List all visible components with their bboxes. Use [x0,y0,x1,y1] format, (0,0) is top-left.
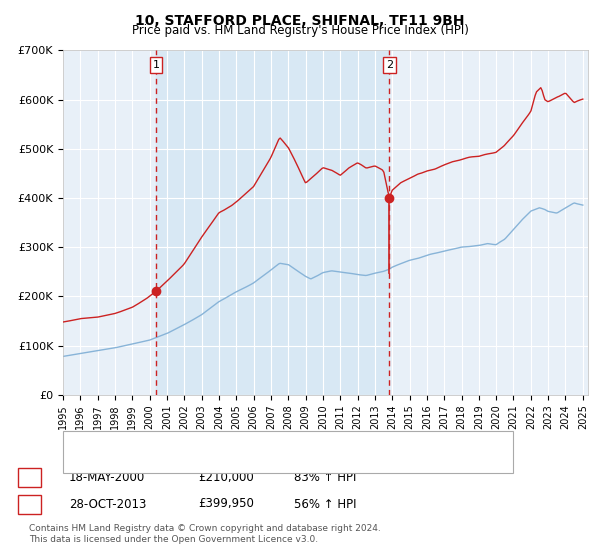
Text: 1: 1 [25,470,32,484]
Text: £399,950: £399,950 [198,497,254,511]
Text: 83% ↑ HPI: 83% ↑ HPI [294,470,356,484]
Text: 2: 2 [25,497,32,511]
Text: 18-MAY-2000: 18-MAY-2000 [69,470,145,484]
Text: This data is licensed under the Open Government Licence v3.0.: This data is licensed under the Open Gov… [29,534,318,544]
Text: 10, STAFFORD PLACE, SHIFNAL, TF11 9BH: 10, STAFFORD PLACE, SHIFNAL, TF11 9BH [135,14,465,28]
Text: 1: 1 [153,60,160,70]
Text: 10, STAFFORD PLACE, SHIFNAL, TF11 9BH (detached house): 10, STAFFORD PLACE, SHIFNAL, TF11 9BH (d… [111,436,424,446]
Text: Contains HM Land Registry data © Crown copyright and database right 2024.: Contains HM Land Registry data © Crown c… [29,524,380,533]
Text: 28-OCT-2013: 28-OCT-2013 [69,497,146,511]
Text: Price paid vs. HM Land Registry's House Price Index (HPI): Price paid vs. HM Land Registry's House … [131,24,469,37]
Text: 2: 2 [386,60,393,70]
Text: 56% ↑ HPI: 56% ↑ HPI [294,497,356,511]
Text: HPI: Average price, detached house, Shropshire: HPI: Average price, detached house, Shro… [111,455,360,465]
Bar [156,50,389,395]
Text: £210,000: £210,000 [198,470,254,484]
